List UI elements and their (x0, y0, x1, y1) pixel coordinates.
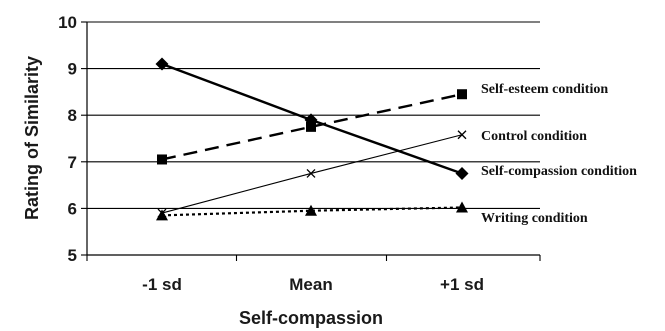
series-line-self-esteem-condition (161, 93, 463, 161)
diamond-marker (455, 166, 469, 180)
gridlines (87, 21, 540, 209)
y-tick-labels: 5 6 7 8 9 10 (58, 13, 87, 265)
x-marker (457, 130, 467, 140)
series-label: Writing condition (481, 211, 588, 226)
series-label: Control condition (481, 129, 587, 144)
y-axis-title: Rating of Similarity (22, 56, 42, 220)
x-tick-label: -1 sd (142, 275, 182, 294)
y-tick-label: 6 (68, 199, 77, 218)
series-label: Self-esteem condition (481, 82, 608, 97)
series-lines (161, 62, 463, 217)
x-axis-title: Self-compassion (239, 308, 383, 328)
y-tick-label: 5 (68, 246, 77, 265)
square-marker (306, 121, 316, 132)
y-tick-label: 9 (68, 60, 77, 79)
series-markers (155, 57, 469, 221)
x-tick-label: Mean (289, 275, 332, 294)
series-labels: Self-esteem condition Control condition Se… (481, 82, 637, 226)
series-label: Self-compassion condition (481, 164, 637, 179)
square-marker (157, 154, 167, 165)
y-tick-label: 7 (68, 153, 77, 172)
triangle-marker (456, 201, 468, 213)
x-tick-labels: -1 sd Mean +1 sd (86, 255, 541, 294)
y-tick-label: 10 (58, 13, 77, 32)
square-marker (457, 89, 467, 100)
diamond-marker (155, 57, 169, 71)
diamond-marker (304, 113, 318, 127)
x-marker (306, 168, 316, 178)
x-tick-label: +1 sd (440, 275, 484, 294)
triangle-marker (156, 209, 168, 221)
triangle-marker (305, 204, 317, 216)
axes (86, 22, 540, 256)
y-tick-label: 8 (68, 106, 77, 125)
series-line-writing-condition (161, 206, 463, 217)
